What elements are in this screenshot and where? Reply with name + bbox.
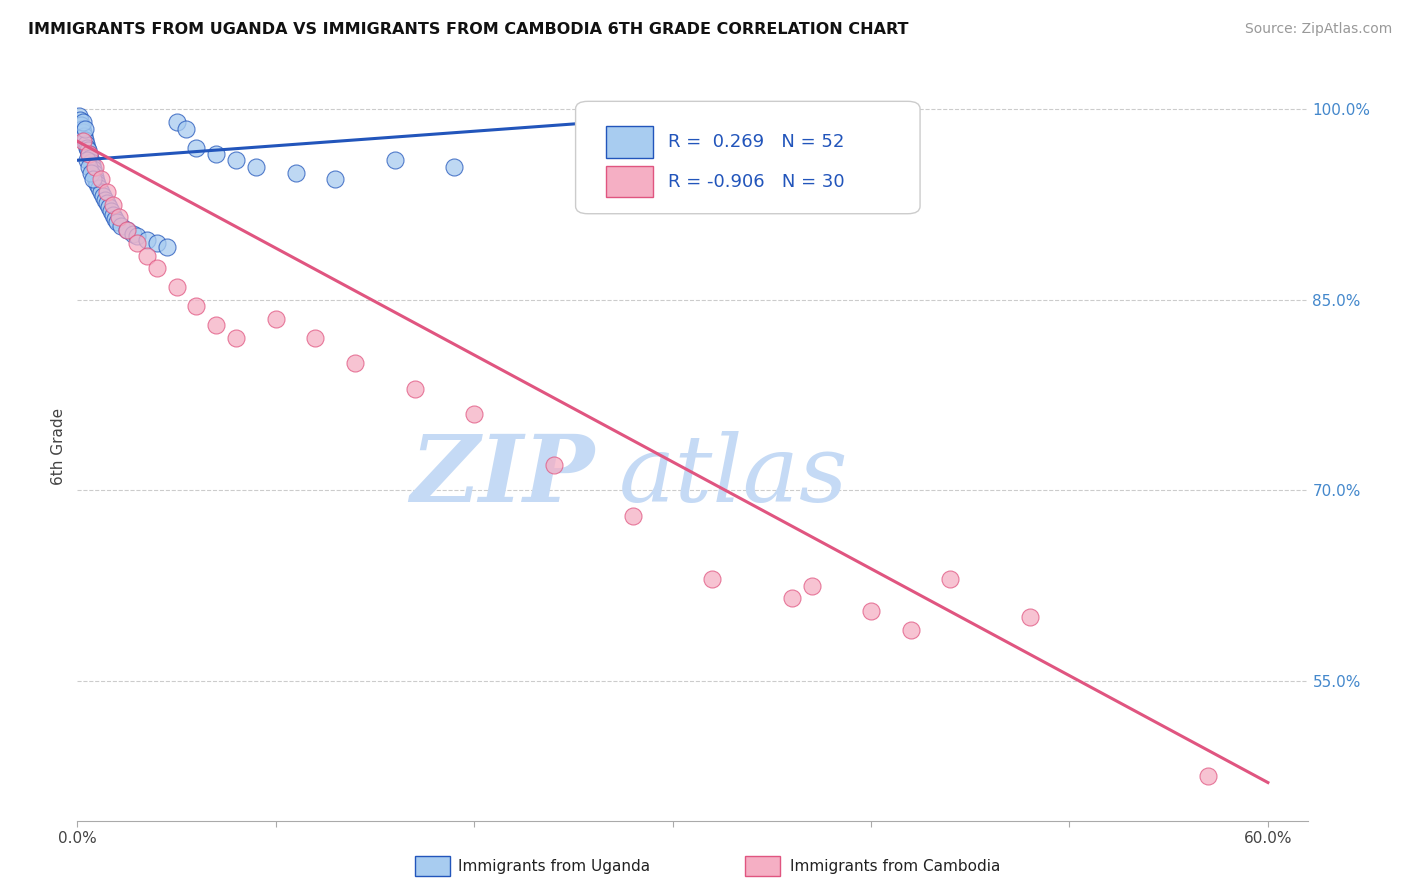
Point [77,160,100,174]
Point [800,579,823,593]
Point [186,299,208,313]
Text: R =  0.269   N = 52: R = 0.269 N = 52 [668,133,844,151]
Point [82,162,104,177]
Point [115,223,138,237]
Point [72,125,94,139]
Point [77,147,100,161]
Point [67,109,90,123]
Point [176,121,198,136]
Point [122,227,145,241]
Point [83,166,105,180]
Point [264,312,287,326]
Point [443,160,465,174]
Point [72,121,94,136]
Point [76,153,98,168]
Point [77,143,100,157]
FancyBboxPatch shape [575,102,920,214]
Point [702,572,724,586]
Point [284,166,307,180]
Point [91,189,114,203]
Point [205,147,228,161]
Point [166,115,188,129]
Y-axis label: 6th Grade: 6th Grade [51,408,66,484]
Point [621,508,644,523]
Point [96,185,118,199]
Point [463,407,485,421]
Point [90,185,112,199]
Point [225,153,247,168]
Point [84,160,107,174]
Point [101,197,124,211]
Point [186,140,208,154]
Text: Immigrants from Uganda: Immigrants from Uganda [458,859,651,873]
Point [245,160,267,174]
Point [125,229,148,244]
Point [900,623,922,637]
Point [108,211,131,225]
Point [205,318,228,333]
Point [101,208,124,222]
Point [77,147,100,161]
Point [225,331,247,345]
Text: Source: ZipAtlas.com: Source: ZipAtlas.com [1244,22,1392,37]
Point [86,178,108,192]
Point [98,200,121,214]
Point [72,115,94,129]
Point [79,151,101,165]
Text: Immigrants from Cambodia: Immigrants from Cambodia [790,859,1001,873]
Point [156,239,179,253]
Text: IMMIGRANTS FROM UGANDA VS IMMIGRANTS FROM CAMBODIA 6TH GRADE CORRELATION CHART: IMMIGRANTS FROM UGANDA VS IMMIGRANTS FRO… [28,22,908,37]
Point [145,235,167,250]
Point [84,169,107,184]
Point [100,204,122,219]
Point [344,356,367,370]
Point [69,112,91,127]
Point [145,261,167,276]
Text: R = -0.906   N = 30: R = -0.906 N = 30 [668,172,845,191]
Point [135,233,157,247]
Point [1018,610,1040,624]
Point [82,172,104,186]
Point [304,331,326,345]
Point [89,181,111,195]
Point [166,280,188,294]
Point [110,219,132,234]
Point [94,193,117,207]
Point [323,172,346,186]
Point [1197,769,1219,783]
Point [104,211,127,226]
Point [860,604,883,618]
Point [84,173,107,187]
Point [82,158,104,172]
Point [75,121,97,136]
Point [75,136,97,151]
Bar [606,166,654,197]
Point [115,223,138,237]
Point [105,215,128,229]
Point [939,572,962,586]
Bar [606,126,654,158]
Point [90,172,112,186]
Point [75,133,97,147]
Point [135,248,157,262]
Point [80,166,103,180]
Point [384,153,406,168]
Point [404,382,426,396]
Point [80,154,103,169]
Point [73,129,96,144]
Point [96,196,118,211]
Text: ZIP: ZIP [409,431,595,521]
Point [72,134,94,148]
Text: atlas: atlas [619,431,848,521]
Point [125,235,148,250]
Point [543,458,565,472]
Point [76,140,98,154]
Point [780,591,803,606]
Point [70,118,93,132]
